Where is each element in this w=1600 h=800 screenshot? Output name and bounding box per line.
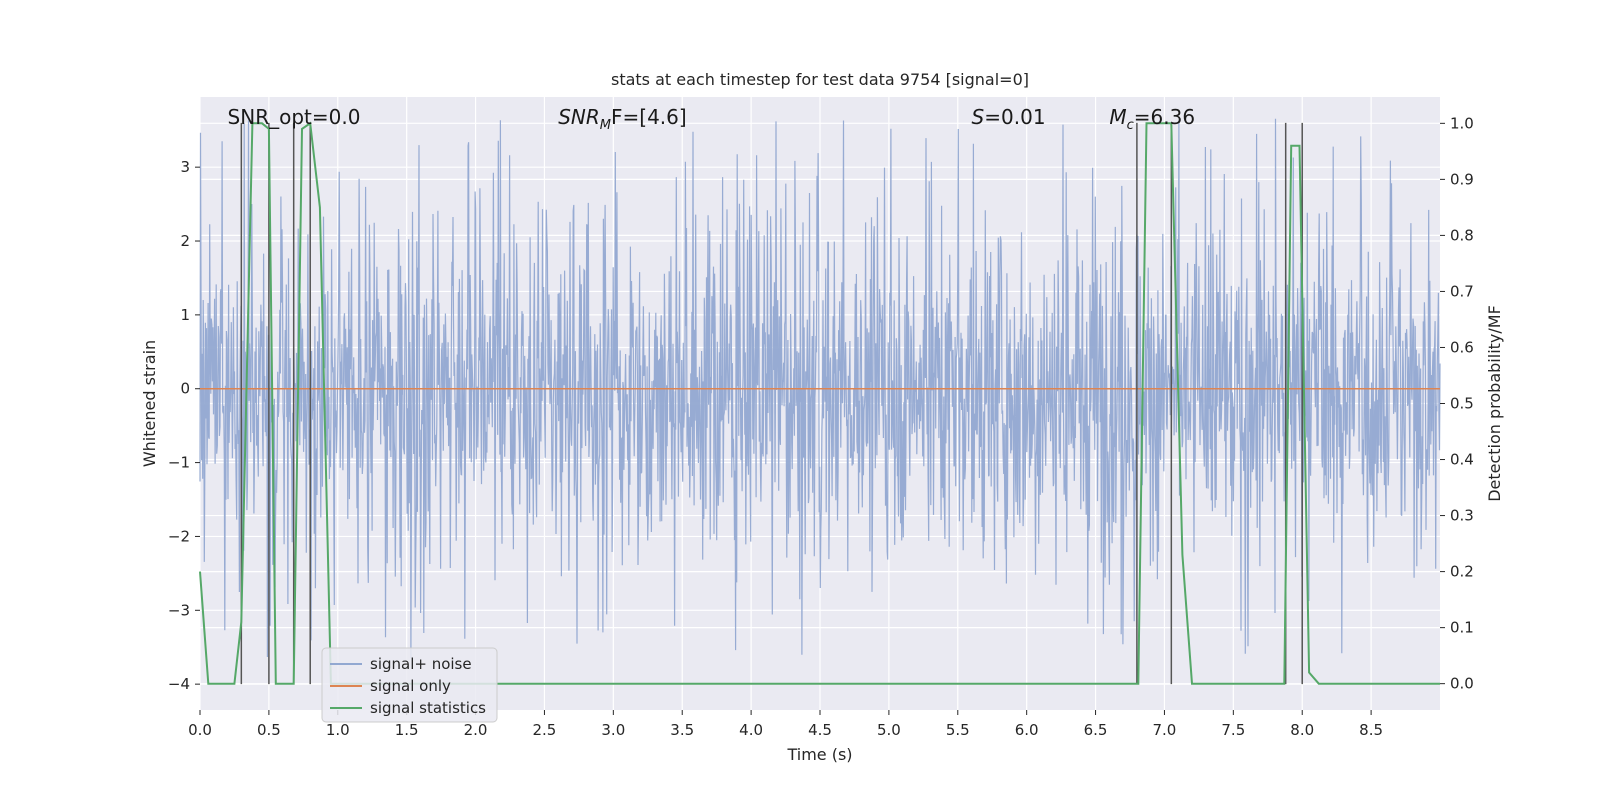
- vertical-markers: [240, 122, 1303, 685]
- annotation-snr-opt: SNR_opt=0.0: [228, 105, 361, 129]
- series-signal-noise: [199, 118, 1441, 659]
- statistics-line: [199, 121, 1440, 685]
- x-tick-label: 1.5: [395, 721, 419, 739]
- y2-tick-label: 0.1: [1450, 619, 1474, 637]
- legend: signal+ noise signal only signal statist…: [321, 647, 498, 723]
- annotation-snr-mf: SNRMF=[4.6]: [558, 105, 686, 133]
- y-axis-ticks: −4 −3 −2 −1 0 1 2 3: [168, 158, 200, 693]
- series-signal-statistics: [199, 121, 1440, 685]
- x-tick-label: 0.0: [188, 721, 212, 739]
- y2-axis-ticks: 0.0 0.1 0.2 0.3 0.4 0.5 0.6 0.7 0.8 0.9 1.0: [1440, 114, 1474, 693]
- x-tick-label: 1.0: [326, 721, 350, 739]
- x-tick-label: 7.5: [1221, 721, 1245, 739]
- grid-lines: [199, 97, 1440, 710]
- x-tick-label: 6.0: [1015, 721, 1039, 739]
- y2-tick-label: 0.9: [1450, 170, 1474, 188]
- y2-tick-label: 0.4: [1450, 451, 1474, 469]
- x-axis-label: Time (s): [786, 745, 852, 764]
- x-tick-label: 7.0: [1153, 721, 1177, 739]
- y-tick-label: 3: [180, 158, 190, 176]
- x-tick-label: 4.0: [739, 721, 763, 739]
- x-tick-label: 8.5: [1359, 721, 1383, 739]
- legend-box: [321, 647, 498, 723]
- y2-tick-label: 1.0: [1450, 114, 1474, 132]
- annotation-mc: Mc=6.36: [1109, 105, 1195, 133]
- x-tick-label: 2.0: [464, 721, 488, 739]
- legend-label-signal-statistics: signal statistics: [370, 699, 486, 717]
- chart-title: stats at each timestep for test data 975…: [611, 70, 1029, 89]
- x-tick-label: 8.0: [1290, 721, 1314, 739]
- y2-tick-label: 0.7: [1450, 282, 1474, 300]
- x-axis-ticks: 0.0 0.5 1.0 1.5 2.0 2.5 3.0 3.5 4.0 4.5 5.0 5.5 6.0 6…: [188, 710, 1383, 739]
- y2-tick-label: 0.8: [1450, 226, 1474, 244]
- y-tick-label: −3: [168, 601, 190, 619]
- y2-axis-label: Detection probability/MF: [1485, 305, 1504, 502]
- legend-label-signal-noise: signal+ noise: [370, 655, 472, 673]
- x-tick-label: 5.0: [877, 721, 901, 739]
- annotation-s: S=0.01: [972, 105, 1046, 129]
- x-tick-label: 5.5: [946, 721, 970, 739]
- y2-tick-label: 0.3: [1450, 507, 1474, 525]
- y2-tick-label: 0.2: [1450, 563, 1474, 581]
- x-tick-label: 2.5: [533, 721, 557, 739]
- y-axis-label: Whitened strain: [140, 340, 159, 467]
- y-tick-label: −4: [168, 675, 190, 693]
- x-tick-label: 3.5: [670, 721, 694, 739]
- x-tick-label: 3.0: [601, 721, 625, 739]
- noise-line: [199, 118, 1441, 659]
- y2-tick-label: 0.6: [1450, 338, 1474, 356]
- y2-tick-label: 0.0: [1450, 675, 1474, 693]
- y-tick-label: −2: [168, 527, 190, 545]
- y-tick-label: 2: [180, 232, 190, 250]
- legend-label-signal-only: signal only: [370, 677, 451, 695]
- y-tick-label: 1: [180, 306, 190, 324]
- y-tick-label: −1: [168, 454, 190, 472]
- x-tick-label: 6.5: [1084, 721, 1108, 739]
- x-tick-label: 4.5: [808, 721, 832, 739]
- y-tick-label: 0: [180, 380, 190, 398]
- y2-tick-label: 0.5: [1450, 395, 1474, 413]
- x-tick-label: 0.5: [257, 721, 281, 739]
